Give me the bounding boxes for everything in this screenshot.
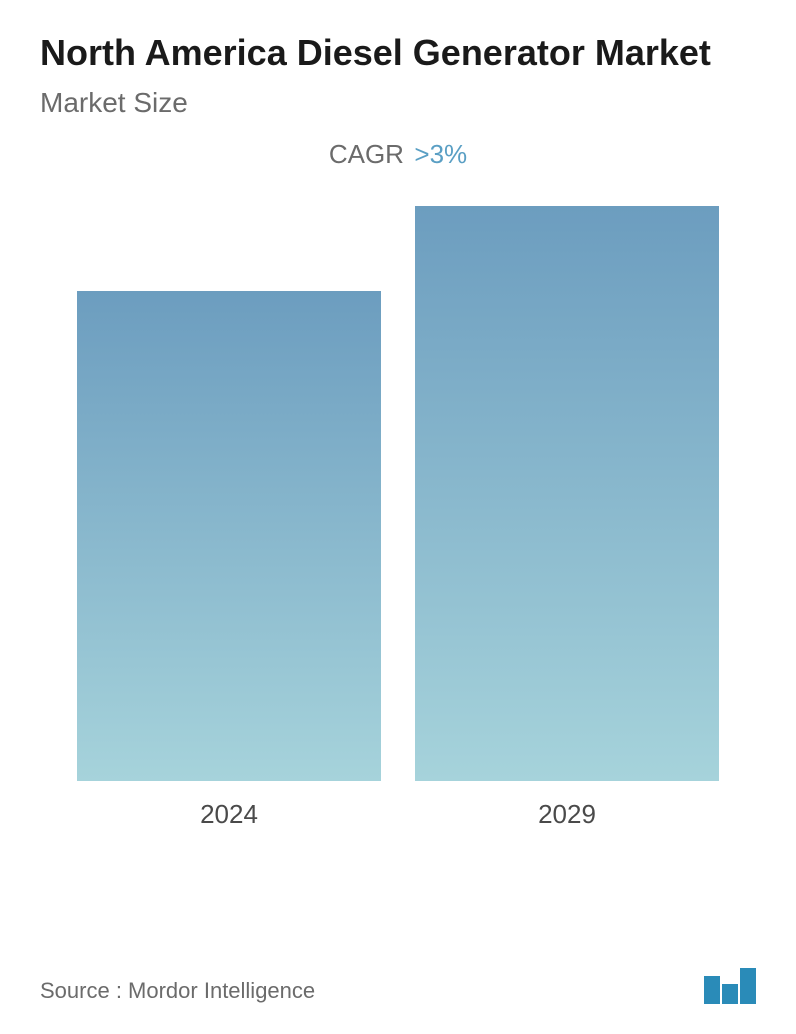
chart-title: North America Diesel Generator Market [40,30,756,75]
bar-0 [77,291,381,781]
logo-bar-1 [722,984,738,1004]
bar-chart: 2024 2029 [40,210,756,830]
bar-1 [415,206,719,781]
bar-label-1: 2029 [538,799,596,830]
logo-bar-0 [704,976,720,1004]
bar-label-0: 2024 [200,799,258,830]
logo-bar-2 [740,968,756,1004]
footer: Source : Mordor Intelligence [40,968,756,1004]
source-text: Source : Mordor Intelligence [40,978,315,1004]
cagr-value: >3% [414,139,467,169]
brand-logo-icon [704,968,756,1004]
bar-group-1: 2029 [415,206,719,830]
bar-group-0: 2024 [77,291,381,830]
cagr-label: CAGR [329,139,404,169]
chart-subtitle: Market Size [40,87,756,119]
cagr-row: CAGR >3% [40,139,756,170]
